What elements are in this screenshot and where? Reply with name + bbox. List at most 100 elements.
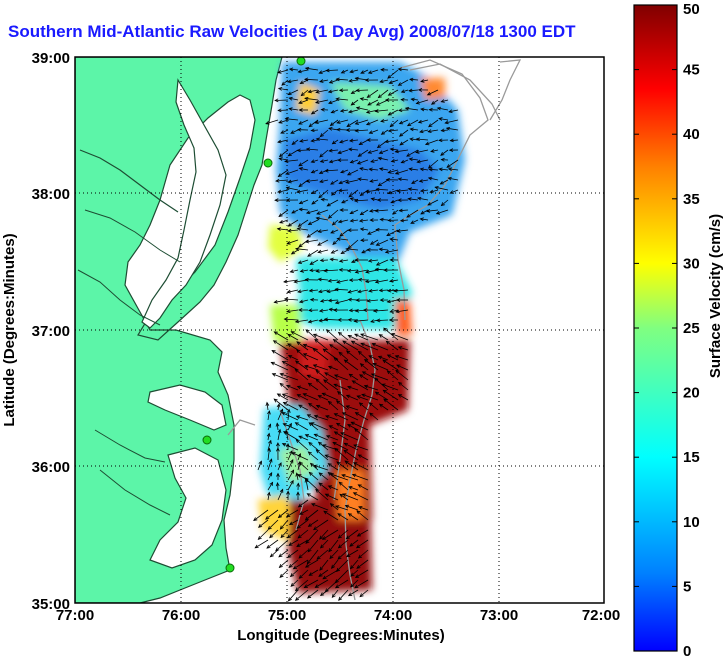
- velocity-vector-head: [276, 447, 280, 452]
- velocity-vector-head: [355, 544, 361, 549]
- velocity-vector: [378, 89, 389, 98]
- velocity-vector: [352, 380, 369, 391]
- velocity-vector-head: [308, 471, 313, 476]
- velocity-vector-head: [397, 67, 402, 72]
- velocity-vector-head: [328, 548, 333, 553]
- velocity-vector: [288, 559, 299, 568]
- velocity-vector-head: [382, 389, 387, 394]
- velocity-vector-head: [267, 525, 272, 531]
- velocity-vector-head: [430, 100, 436, 105]
- velocity-vector-head: [319, 159, 325, 163]
- plot-frame: [74, 56, 605, 604]
- velocity-vector-head: [370, 373, 376, 377]
- velocity-vector: [313, 364, 329, 371]
- velocity-vector: [401, 159, 409, 164]
- velocity-vector: [267, 492, 270, 501]
- velocity-vector-head: [337, 219, 343, 224]
- velocity-vector-head: [314, 100, 320, 104]
- velocity-vector: [319, 149, 329, 158]
- velocity-vector-head: [315, 449, 320, 454]
- velocity-vector-head: [386, 370, 391, 375]
- velocity-vector-head: [287, 343, 292, 348]
- velocity-vector: [258, 519, 269, 528]
- velocity-vector: [330, 119, 339, 126]
- velocity-vector-head: [385, 340, 390, 345]
- velocity-vector-head: [397, 346, 403, 350]
- colorbar-tick-label: 30: [683, 255, 700, 272]
- velocity-vector-head: [337, 331, 343, 336]
- velocity-vector: [372, 363, 389, 371]
- velocity-vector-head: [350, 90, 355, 94]
- velocity-vector: [295, 589, 309, 601]
- velocity-vector-head: [278, 564, 283, 569]
- velocity-vector: [309, 269, 319, 271]
- velocity-vector: [319, 559, 329, 571]
- velocity-vector: [336, 461, 349, 471]
- velocity-vector-head: [347, 245, 352, 250]
- velocity-vector: [406, 149, 419, 157]
- radar-stations: [202, 57, 306, 573]
- velocity-vector: [385, 249, 399, 253]
- velocity-vector-head: [389, 123, 394, 128]
- velocity-vector: [298, 69, 309, 73]
- velocity-vector-head: [379, 79, 384, 83]
- velocity-vector: [299, 509, 309, 515]
- velocity-vector: [387, 69, 399, 79]
- velocity-vector: [359, 402, 369, 411]
- velocity-vector: [316, 405, 329, 411]
- velocity-vector: [287, 480, 294, 491]
- velocity-vector-head: [317, 277, 322, 282]
- velocity-vector-head: [318, 194, 323, 199]
- velocity-vector-head: [350, 101, 355, 106]
- velocity-vector: [298, 549, 309, 559]
- velocity-vector: [297, 386, 309, 391]
- velocity-vector-head: [367, 150, 372, 154]
- velocity-vector-head: [296, 349, 301, 354]
- velocity-vector-head: [304, 434, 310, 438]
- velocity-vector-head: [306, 233, 311, 238]
- velocity-vector-head: [357, 153, 362, 157]
- velocity-vector: [306, 179, 319, 182]
- velocity-vector: [267, 410, 270, 421]
- velocity-vector-head: [358, 218, 364, 223]
- velocity-vector: [420, 168, 429, 171]
- velocity-vector: [299, 462, 309, 471]
- velocity-vector: [390, 119, 399, 128]
- velocity-vector: [304, 579, 319, 588]
- velocity-vector-head: [347, 385, 352, 390]
- velocity-vector-head: [350, 340, 356, 345]
- neuse-river: [99, 469, 171, 516]
- velocity-vector: [281, 79, 289, 86]
- velocity-vector: [379, 403, 389, 411]
- velocity-vector: [376, 99, 389, 106]
- velocity-vector: [309, 289, 319, 292]
- velocity-vector-head: [288, 564, 293, 569]
- velocity-vector-head: [321, 392, 326, 397]
- velocity-vector: [316, 89, 329, 93]
- velocity-vector: [361, 249, 369, 254]
- velocity-vector: [396, 364, 409, 371]
- velocity-vector-head: [288, 542, 293, 546]
- colorbar-tick-label: 35: [683, 191, 700, 208]
- velocity-vector: [308, 219, 319, 225]
- velocity-vector-head: [289, 459, 294, 464]
- velocity-vector: [311, 189, 319, 194]
- velocity-vector: [313, 519, 329, 530]
- velocity-vector-head: [268, 458, 273, 463]
- velocity-vector: [296, 539, 309, 547]
- velocity-vector-head: [427, 164, 433, 169]
- velocity-vector: [269, 529, 279, 538]
- velocity-vector-head: [331, 593, 336, 599]
- velocity-vector-head: [386, 232, 391, 237]
- velocity-vector: [364, 359, 379, 371]
- velocity-vector-head: [419, 129, 424, 134]
- velocity-vector: [328, 485, 339, 491]
- velocity-vector: [282, 361, 299, 371]
- velocity-vector-head: [428, 123, 433, 128]
- velocity-vector-head: [375, 262, 381, 266]
- x-tick-label: 74:00: [374, 607, 412, 624]
- grid-lines: [75, 57, 604, 603]
- velocity-vector-head: [314, 120, 319, 124]
- velocity-vector-head: [338, 596, 343, 601]
- velocity-vector: [354, 319, 369, 322]
